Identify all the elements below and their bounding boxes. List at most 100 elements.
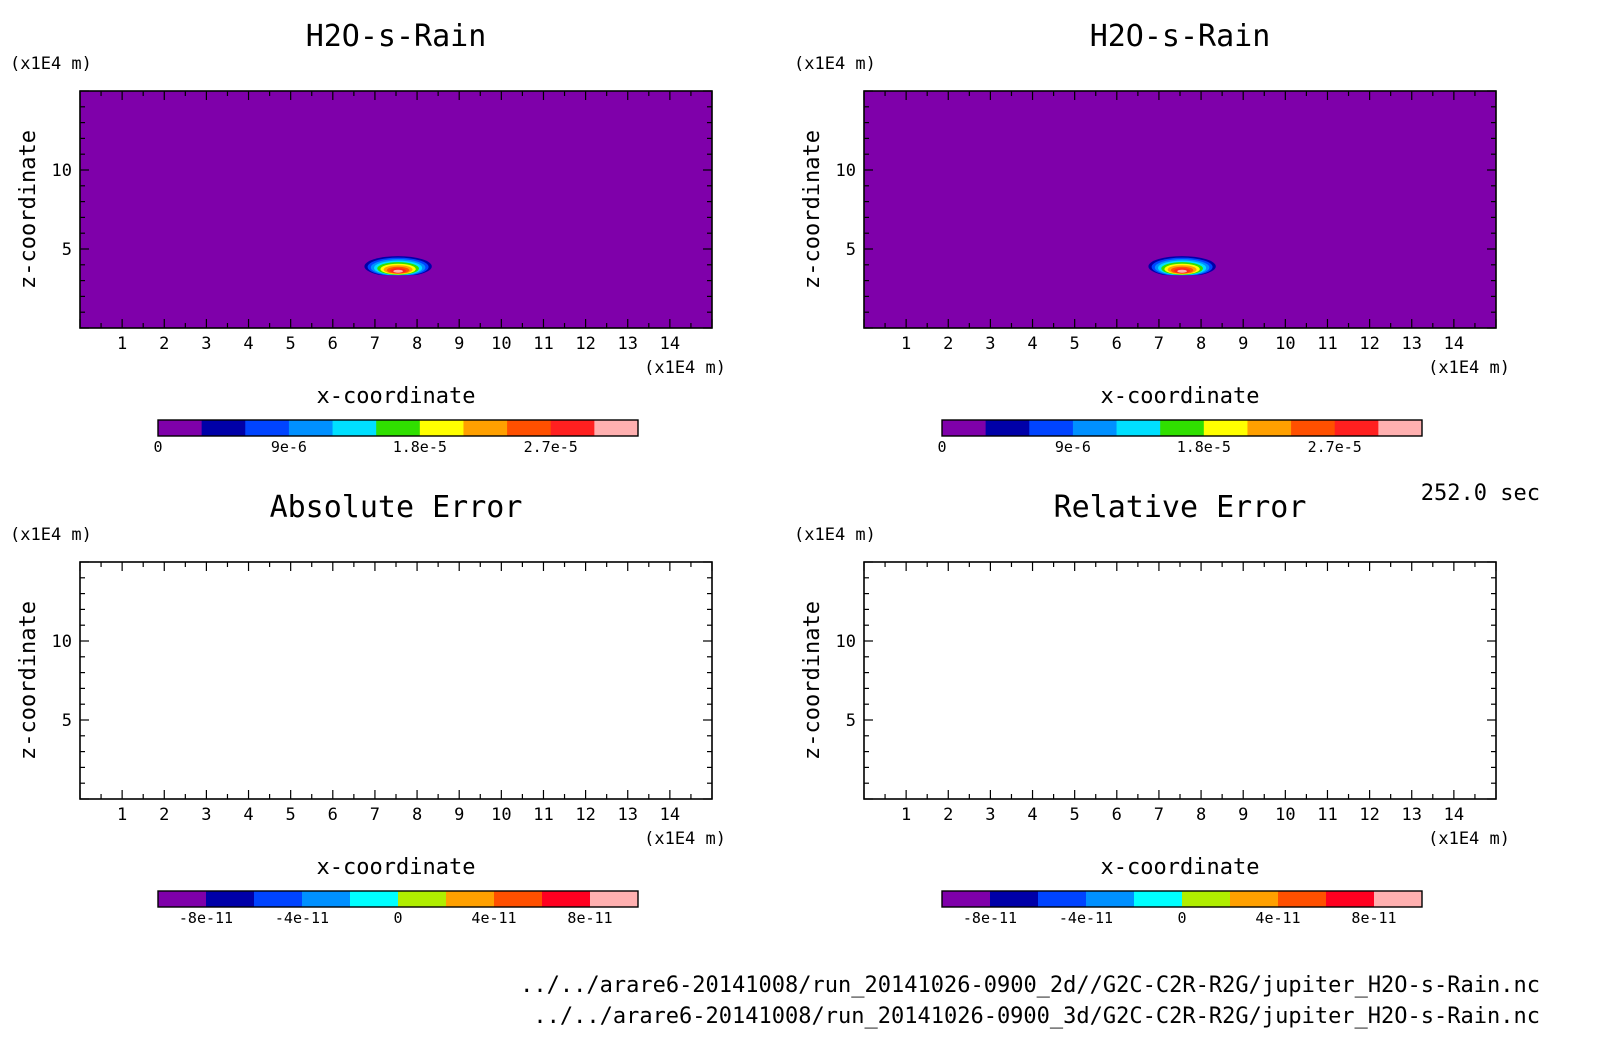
x-tick-label: 7 [370, 334, 380, 354]
colorbar-swatch [1378, 420, 1423, 436]
colorbar-tick-label: 0 [153, 438, 162, 456]
colorbar-swatch [201, 420, 246, 436]
x-tick-label: 10 [491, 334, 511, 354]
x-tick-label: 14 [1444, 334, 1464, 354]
chart-panel-1: H2O-s-Rain(x1E4 m)1 2 3 4 5 6 7 8 9 10 11 12 13 14510… [10, 19, 726, 456]
colorbar-tick-label: 2.7e-5 [524, 438, 578, 456]
colorbar-swatch [1116, 420, 1161, 436]
x-tick-label: 10 [491, 805, 511, 825]
colorbar-swatch [419, 420, 464, 436]
y-axis-label: z-coordinate [800, 130, 825, 289]
file-path-3d: ../../arare6-20141008/run_20141026-0900_… [533, 1004, 1540, 1029]
x-tick-label: 12 [1359, 334, 1379, 354]
colorbar-swatch [1203, 420, 1248, 436]
x-tick-label: 4 [1027, 334, 1037, 354]
x-tick-label: 14 [660, 805, 680, 825]
x-tick-label: 6 [328, 334, 338, 354]
colorbar: -8e-11 -4e-11 0 4e-11 8e-11 [941, 890, 1423, 927]
colorbar-tick-label: -8e-11 [963, 909, 1017, 927]
colorbar-swatch [942, 420, 987, 436]
x-tick-label: 3 [201, 334, 211, 354]
x-tick-label: 10 [1275, 805, 1295, 825]
colorbar-swatch [1278, 891, 1327, 907]
colorbar-swatch [1038, 891, 1087, 907]
x-tick-label: 1 [901, 805, 911, 825]
plot-area [80, 562, 712, 799]
colorbar-swatch [942, 891, 991, 907]
y-axis-label: z-coordinate [800, 601, 825, 760]
colorbar-tick-label: 0 [393, 909, 402, 927]
y-tick-label: 10 [836, 632, 856, 652]
colorbar-tick-label: -8e-11 [179, 909, 233, 927]
x-tick-label: 6 [1112, 334, 1122, 354]
colorbar-swatch [1230, 891, 1279, 907]
x-tick-label: 2 [159, 334, 169, 354]
x-axis-label: x-coordinate [1101, 384, 1260, 409]
contour-blob [1148, 256, 1216, 276]
colorbar-swatch [990, 891, 1039, 907]
x-tick-label: 1 [117, 805, 127, 825]
colorbar-swatch [1160, 420, 1205, 436]
x-tick-label: 5 [1070, 805, 1080, 825]
colorbar-tick-label: 8e-11 [567, 909, 612, 927]
x-tick-label: 12 [575, 805, 595, 825]
colorbar-swatch [1072, 420, 1118, 436]
colorbar-swatch [594, 420, 639, 436]
colorbar-tick-label: 9e-6 [1055, 438, 1091, 456]
x-tick-label: 1 [901, 334, 911, 354]
file-path-2d: ../../arare6-20141008/run_20141026-0900_… [520, 973, 1540, 998]
y-axis-label: z-coordinate [16, 130, 41, 289]
colorbar-swatch [1326, 891, 1375, 907]
y-unit-label: (x1E4 m) [10, 525, 92, 545]
x-tick-label: 13 [1401, 805, 1421, 825]
colorbar-swatch [1374, 891, 1423, 907]
x-tick-label: 7 [370, 805, 380, 825]
x-tick-label: 9 [454, 334, 464, 354]
x-tick-label: 14 [660, 334, 680, 354]
colorbar-swatch [1086, 891, 1135, 907]
colorbar-tick-label: 1.8e-5 [1177, 438, 1231, 456]
x-tick-label: 11 [533, 334, 553, 354]
colorbar-swatch [288, 420, 334, 436]
x-tick-label: 13 [617, 334, 637, 354]
colorbar-tick-label: 9e-6 [271, 438, 307, 456]
x-tick-label: 8 [412, 334, 422, 354]
chart-panel-4: Relative Error(x1E4 m)1 2 3 4 5 6 7 8 9 10 11 12 13 1… [794, 490, 1510, 927]
x-tick-label: 9 [1238, 334, 1248, 354]
colorbar-swatch [158, 891, 207, 907]
plot-area [864, 562, 1496, 799]
x-tick-label: 11 [533, 805, 553, 825]
contour-level-10 [1177, 269, 1187, 273]
y-tick-label: 5 [62, 240, 72, 260]
x-tick-label: 2 [943, 334, 953, 354]
x-tick-label: 2 [159, 805, 169, 825]
chart-title: Absolute Error [270, 490, 523, 525]
y-axis-label: z-coordinate [16, 601, 41, 760]
x-tick-label: 11 [1317, 334, 1337, 354]
y-tick-label: 10 [52, 161, 72, 181]
x-tick-label: 7 [1154, 334, 1164, 354]
colorbar-swatch [1134, 891, 1183, 907]
colorbar-tick-label: -4e-11 [1059, 909, 1113, 927]
x-tick-label: 4 [243, 334, 253, 354]
x-tick-label: 7 [1154, 805, 1164, 825]
colorbar-swatch [158, 420, 203, 436]
x-tick-label: 8 [1196, 334, 1206, 354]
colorbar-tick-label: 8e-11 [1351, 909, 1396, 927]
colorbar-swatch [463, 420, 508, 436]
plot-area [864, 91, 1496, 328]
colorbar-swatch [398, 891, 447, 907]
plot-area [80, 91, 712, 328]
y-unit-label: (x1E4 m) [794, 525, 876, 545]
x-tick-label: 4 [243, 805, 253, 825]
chart-title: Relative Error [1054, 490, 1307, 525]
y-tick-label: 5 [62, 711, 72, 731]
x-tick-label: 11 [1317, 805, 1337, 825]
colorbar-tick-label: 4e-11 [471, 909, 516, 927]
x-tick-label: 13 [1401, 334, 1421, 354]
colorbar-swatch [332, 420, 377, 436]
x-tick-label: 6 [328, 805, 338, 825]
colorbar: 0 9e-6 1.8e-5 2.7e-5 [153, 419, 639, 456]
x-tick-label: 8 [1196, 805, 1206, 825]
